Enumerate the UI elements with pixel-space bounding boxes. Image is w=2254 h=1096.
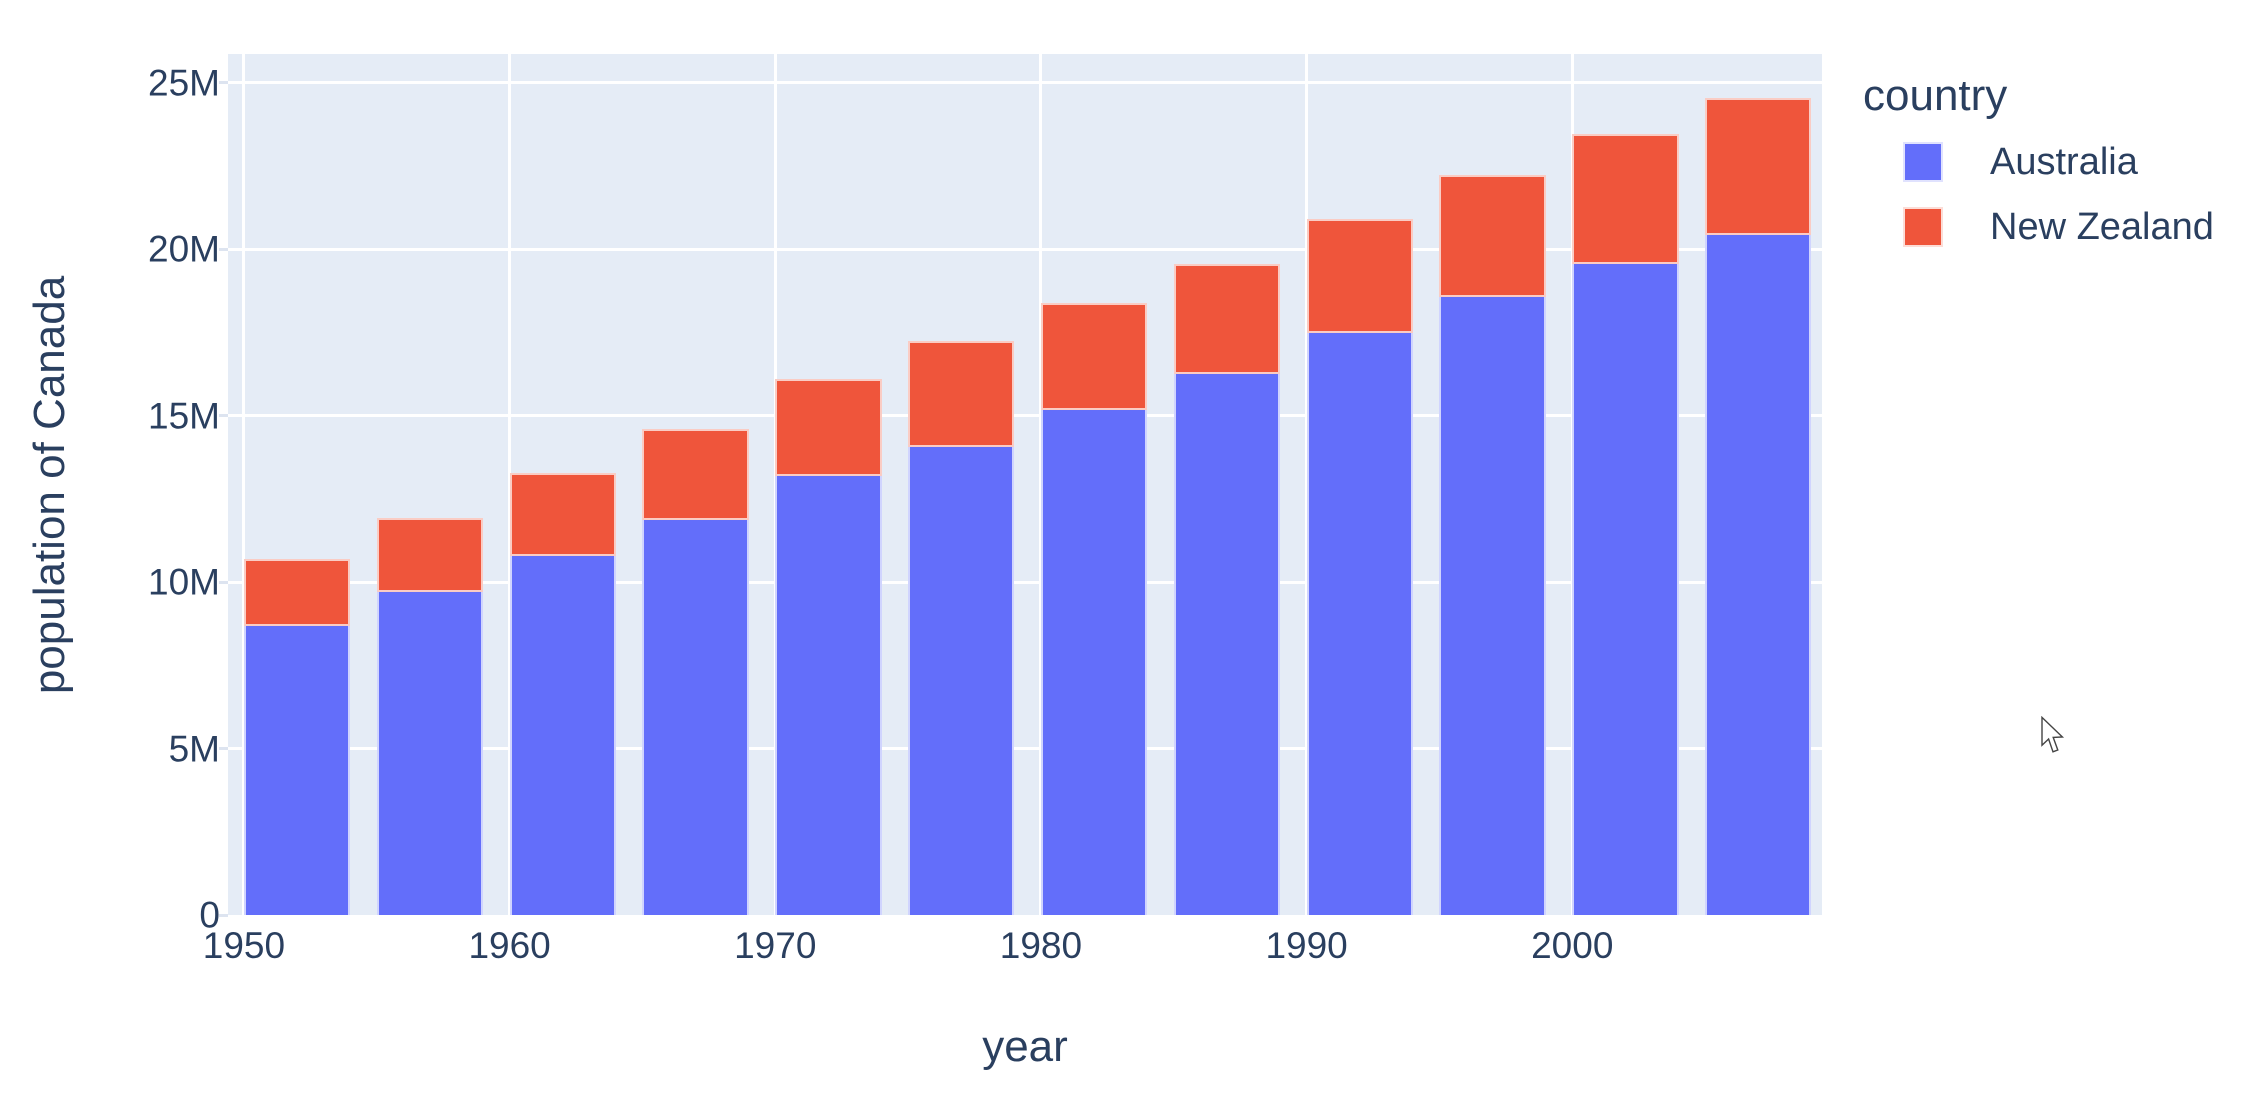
legend-swatch-australia <box>1903 142 1943 182</box>
y-tick-label-5M: 5M <box>168 728 220 770</box>
bar-segment-australia-1977[interactable] <box>908 446 1015 915</box>
bar-segment-new-zealand-1987[interactable] <box>1173 263 1281 374</box>
plot-area[interactable] <box>228 54 1822 915</box>
y-gridline-20M <box>228 247 1822 251</box>
bar-segment-new-zealand-2002[interactable] <box>1572 134 1679 265</box>
bar-segment-new-zealand-1952[interactable] <box>243 559 351 626</box>
x-tick-label-1960: 1960 <box>468 925 551 966</box>
mouse-cursor-icon <box>2041 716 2065 753</box>
bar-segment-new-zealand-1957[interactable] <box>376 517 484 592</box>
legend-item-australia[interactable]: Australia <box>1903 142 2138 182</box>
y-tick-mark <box>219 81 228 85</box>
y-tick-label-15M: 15M <box>148 395 220 437</box>
bar-segment-australia-1967[interactable] <box>642 519 749 915</box>
bar-segment-australia-2002[interactable] <box>1572 264 1679 915</box>
bar-segment-australia-1972[interactable] <box>775 476 882 915</box>
x-tick-label-1990: 1990 <box>1265 925 1348 966</box>
y-tick-label-10M: 10M <box>148 561 220 603</box>
y-gridline-5M <box>228 747 1822 751</box>
y-gridline-10M <box>228 580 1822 584</box>
legend-label-new-zealand: New Zealand <box>1990 206 2214 248</box>
bar-segment-australia-1987[interactable] <box>1173 373 1281 915</box>
legend: country Australia New Zealand <box>1863 70 2254 290</box>
y-tick-mark <box>219 414 228 418</box>
legend-swatch-new-zealand <box>1903 207 1943 247</box>
bar-segment-new-zealand-1967[interactable] <box>642 429 749 520</box>
y-gridline-15M <box>228 414 1822 418</box>
legend-title: country <box>1863 71 2008 120</box>
y-gridline-25M <box>228 81 1822 85</box>
x-tick-label-1970: 1970 <box>734 925 817 966</box>
y-tick-mark <box>219 247 228 251</box>
y-tick-label-20M: 20M <box>148 228 220 270</box>
bar-segment-australia-1997[interactable] <box>1439 297 1546 915</box>
bar-segment-new-zealand-1977[interactable] <box>908 341 1015 447</box>
bar-segment-new-zealand-2007[interactable] <box>1705 97 1812 235</box>
x-tick-label-1950: 1950 <box>202 925 286 966</box>
bar-segment-new-zealand-1997[interactable] <box>1439 174 1546 298</box>
bar-segment-australia-1957[interactable] <box>376 591 484 915</box>
bar-segment-new-zealand-1972[interactable] <box>775 378 882 477</box>
bar-segment-australia-1982[interactable] <box>1040 409 1148 915</box>
legend-item-new-zealand[interactable]: New Zealand <box>1903 207 2214 247</box>
bar-segment-australia-2007[interactable] <box>1705 234 1812 915</box>
x-gridline-1950 <box>242 54 246 915</box>
bar-segment-australia-1962[interactable] <box>509 555 616 915</box>
x-axis-title: year <box>982 1022 1068 1071</box>
y-tick-mark <box>219 580 228 584</box>
y-tick-mark <box>219 747 228 751</box>
y-tick-label-25M: 25M <box>148 62 220 104</box>
x-tick-label-2000: 2000 <box>1531 925 1614 966</box>
bar-segment-australia-1992[interactable] <box>1306 333 1413 915</box>
y-axis-title: population of Canada <box>25 275 74 695</box>
bar-segment-australia-1952[interactable] <box>243 625 351 915</box>
x-tick-label-1980: 1980 <box>999 925 1083 966</box>
bar-segment-new-zealand-1962[interactable] <box>509 472 616 556</box>
y-tick-mark <box>219 913 228 917</box>
bar-segment-new-zealand-1982[interactable] <box>1040 302 1148 410</box>
bar-segment-new-zealand-1992[interactable] <box>1306 218 1413 334</box>
legend-label-australia: Australia <box>1990 141 2138 183</box>
y-tick-label-0: 0 <box>199 894 220 936</box>
